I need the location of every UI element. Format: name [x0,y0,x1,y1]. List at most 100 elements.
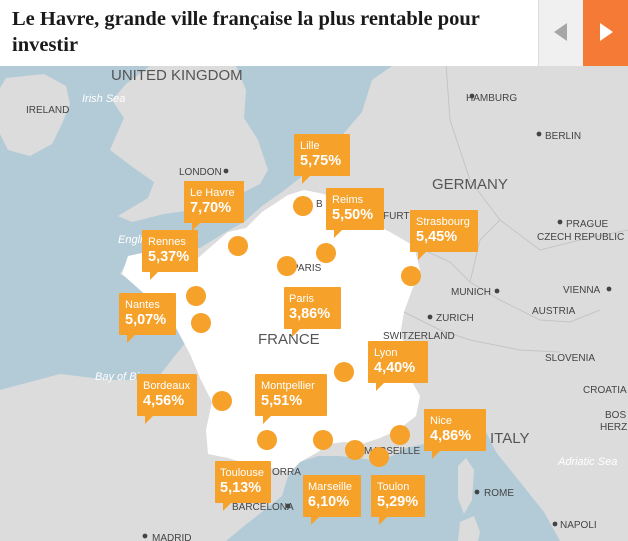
marker-dot [142,533,148,539]
callout-strasbourg[interactable]: Strasbourg 5,45% [410,210,478,260]
label-ireland: IRELAND [26,105,69,116]
dot-toulouse[interactable] [257,430,277,450]
city-value: 5,75% [300,153,342,169]
label-berlin: BERLIN [545,131,581,142]
city-name: Toulon [377,481,410,493]
city-name: Rennes [148,236,186,248]
label-croatia: CROATIA [583,385,627,396]
marker-dot [536,131,542,137]
city-value: 4,56% [143,393,185,409]
label-switzerland: SWITZERLAND [383,331,455,342]
callout-reims[interactable]: Reims 5,50% [326,188,384,238]
callout-nantes[interactable]: Nantes 5,07% [119,293,176,343]
label-united-kingdom: UNITED KINGDOM [111,67,243,84]
callout-toulouse[interactable]: Toulouse 5,13% [215,461,271,511]
label-marseille: MARSEILLE [364,446,420,457]
ireland-landmass [0,74,70,156]
dot-lyon[interactable] [334,362,354,382]
city-name: Reims [332,194,364,206]
dot-paris[interactable] [277,256,297,276]
city-value: 5,13% [220,480,262,496]
city-value: 5,45% [416,229,458,245]
dot-strasbourg[interactable] [401,266,421,286]
prev-button[interactable] [538,0,584,66]
triangle-left-icon [554,23,567,41]
marker-dot [427,314,433,320]
city-name: Montpellier [261,380,315,392]
label-slovenia: SLOVENIA [545,353,595,364]
label-napoli: NAPOLI [560,520,597,531]
city-name: Nice [430,415,453,427]
city-value: 5,37% [148,249,190,265]
city-value: 4,40% [374,360,416,376]
city-value: 6,10% [308,494,350,510]
dot-marseille[interactable] [345,440,365,460]
callout-marseille[interactable]: Marseille 6,10% [303,475,361,525]
dot-nice[interactable] [390,425,410,445]
next-button[interactable] [583,0,628,66]
marker-dot [469,93,475,99]
label-vienna: VIENNA [563,285,601,296]
city-value: 5,51% [261,393,303,409]
city-value: 5,07% [125,312,167,328]
marker-dot [557,219,563,225]
header: Le Havre, grande ville française la plus… [0,0,628,67]
city-name: Le Havre [190,187,235,199]
marker-dot [552,521,558,527]
label-barcelona: BARCELONA [232,502,294,513]
callout-montpellier[interactable]: Montpellier 5,51% [255,374,327,424]
label-rome: ROME [484,488,514,499]
dot-rennes[interactable] [186,286,206,306]
dot-reims[interactable] [316,243,336,263]
city-name: Paris [289,293,315,305]
city-name: Lille [300,140,320,152]
dot-toulon[interactable] [369,447,389,467]
city-value: 7,70% [190,200,232,216]
city-value: 5,29% [377,494,419,510]
label-irish-sea: Irish Sea [82,93,125,105]
label-munich: MUNICH [451,287,491,298]
country-borders [403,66,628,353]
label-prague: PRAGUE [566,219,609,230]
city-markers [142,93,612,539]
label-austria: AUSTRIA [532,306,576,317]
city-name: Lyon [374,347,398,359]
sardinia [458,516,480,541]
label-furt: FURT [383,211,409,222]
callout-lille[interactable]: Lille 5,75% [294,134,350,184]
marker-dot [285,503,291,509]
dot-bordeaux[interactable] [212,391,232,411]
callout-bordeaux[interactable]: Bordeaux 4,56% [137,374,197,424]
marker-dot [494,288,500,294]
dot-montpellier[interactable] [313,430,333,450]
city-name: Toulouse [220,467,265,479]
dot-le-havre[interactable] [228,236,248,256]
label-hamburg: HAMBURG [466,93,517,104]
callout-lyon[interactable]: Lyon 4,40% [368,341,428,391]
triangle-right-icon [600,23,613,41]
marker-dot [223,168,229,174]
city-value: 4,86% [430,428,472,444]
city-name: Strasbourg [416,216,470,228]
label-germany: GERMANY [432,176,508,193]
label-london: LONDON [179,167,222,178]
label-zurich: ZURICH [436,313,474,324]
label-herz: HERZ [600,422,627,433]
label-bos: BOS [605,410,626,421]
callout-le-havre[interactable]: Le Havre 7,70% [184,181,244,231]
dot-lille[interactable] [293,196,313,216]
city-name: Bordeaux [143,380,191,392]
callout-rennes[interactable]: Rennes 5,37% [142,230,198,280]
marker-dot [606,286,612,292]
city-name: Marseille [308,481,353,493]
label-orra: ORRA [272,467,301,478]
city-name: Nantes [125,299,160,311]
callout-nice[interactable]: Nice 4,86% [424,409,486,459]
page-title: Le Havre, grande ville française la plus… [12,8,480,56]
label-b: B [316,199,323,210]
label-adriatic-sea: Adriatic Sea [557,456,617,468]
dot-nantes[interactable] [191,313,211,333]
city-value: 3,86% [289,306,331,322]
callout-toulon[interactable]: Toulon 5,29% [371,475,425,525]
callout-paris[interactable]: Paris 3,86% [284,287,341,337]
